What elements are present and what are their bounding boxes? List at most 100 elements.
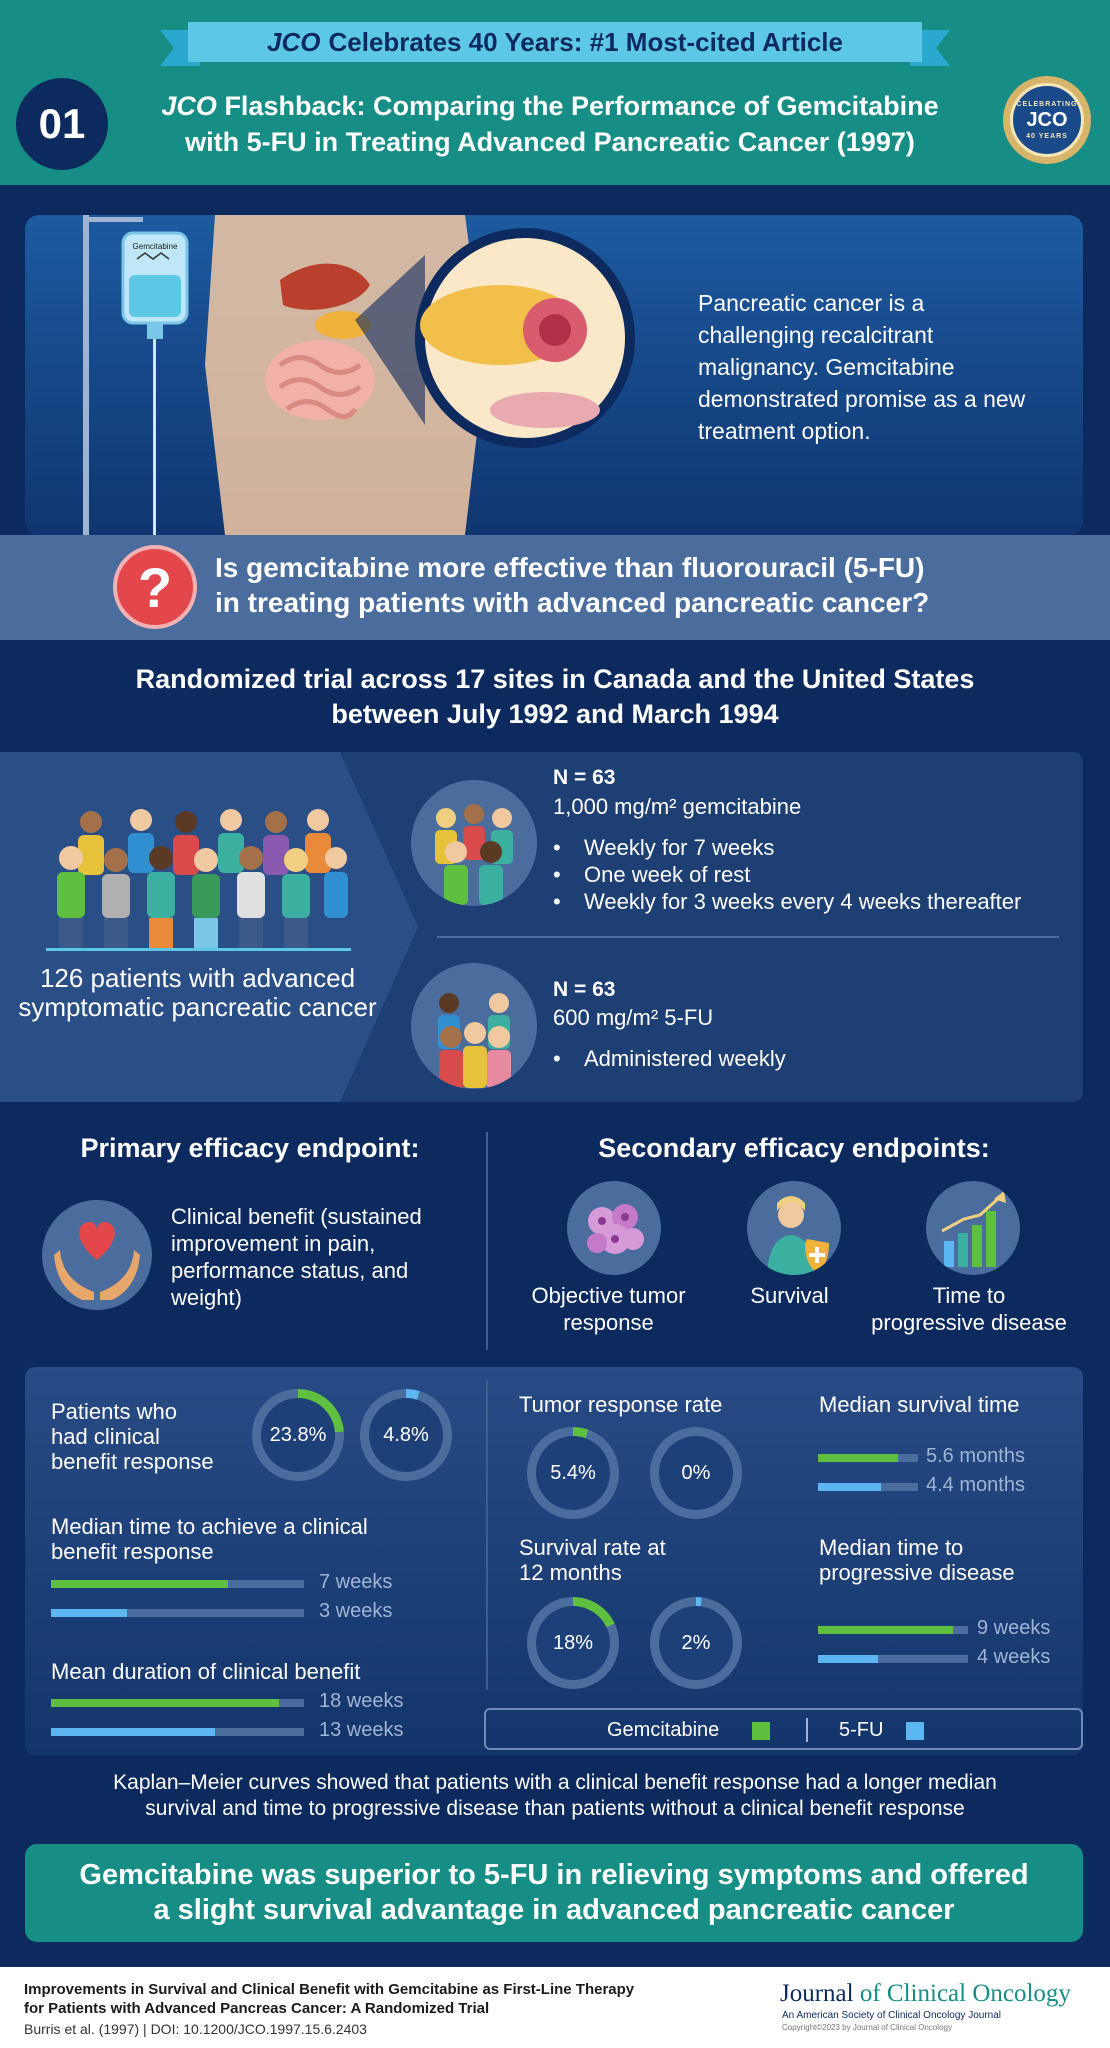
label-line: progressive disease [871,1310,1067,1335]
bar-value: 3 weeks [319,1600,393,1622]
trial-line1: Randomized trial across 17 sites in Cana… [135,664,975,694]
bar-fill [818,1655,878,1663]
bar-median-survival-fu [818,1483,918,1491]
secondary-endpoint-label-progression: Time to progressive disease [862,1282,1076,1336]
title-ribbon: JCO Celebrates 40 Years: #1 Most-cited A… [160,22,950,66]
seal-mid-text: JCO [1026,108,1068,131]
bar-time-to-benefit-fu [51,1609,304,1617]
clinical-benefit-label: Patients who had clinical benefit respon… [51,1399,251,1474]
title-line2: with 5-FU in Treating Advanced Pancreati… [185,127,915,157]
legend: Gemcitabine 5-FU [484,1708,1083,1750]
legend-fu-label: 5-FU [839,1719,884,1741]
label-line: response [563,1310,654,1335]
bar-median-survival-gem [818,1454,918,1462]
gemcitabine-arm-group-icon [411,780,537,906]
seal-bottom-text: 40 YEARS [1026,132,1068,140]
trial-line2: between July 1992 and March 1994 [331,699,779,729]
label-line: benefit response [51,1449,214,1474]
donut-survival-12m-gem: 18% [527,1597,619,1689]
question-line1: Is gemcitabine more effective than fluor… [215,552,925,583]
arm2-schedule: Administered weekly [553,1045,786,1072]
jco-40-years-seal: CELEBRATING JCO 40 YEARS [1003,76,1091,164]
tumor-response-label: Tumor response rate [519,1392,723,1417]
page-title: JCO Flashback: Comparing the Performance… [130,88,970,160]
anatomy-illustration: Gemcitabine [83,215,635,535]
bar-value: 5.6 months [926,1445,1025,1467]
km-line2: survival and time to progressive disease… [145,1797,965,1820]
total-patients-text: 126 patients with advanced symptomatic p… [18,963,377,1022]
donut-value: 0% [659,1436,733,1510]
donut-tumor-response-fu: 0% [650,1427,742,1519]
primary-endpoint-title: Primary efficacy endpoint: [80,1133,420,1163]
bar-value: 9 weeks [977,1617,1051,1639]
label-line: Survival rate at [519,1535,666,1560]
article-reference: Improvements in Survival and Clinical Be… [24,1980,744,2018]
heart-hands-icon [42,1200,152,1310]
logo-journal: Journal [780,1980,854,2007]
growth-chart-icon [926,1181,1020,1275]
ribbon-jco: JCO [267,26,321,57]
zoom-cone [355,255,425,425]
ribbon-text: JCO Celebrates 40 Years: #1 Most-cited A… [188,22,922,62]
patients-crowd-icon [57,809,348,948]
label-line: had clinical [51,1424,160,1449]
arm1-n: N = 63 [553,766,616,789]
bar-progression-gem [818,1626,968,1634]
arm1-dose: 1,000 mg/m² gemcitabine [553,794,802,819]
conclusion-line1: Gemcitabine was superior to 5-FU in reli… [79,1859,1029,1891]
label-line: Survival [750,1283,829,1308]
median-survival-label: Median survival time [819,1392,1020,1417]
bar-duration-gem [51,1699,304,1707]
crowd-front-row [57,846,348,948]
donut-value: 18% [536,1606,610,1680]
bar-value: 4 weeks [977,1646,1051,1668]
intestines-shape [265,340,375,420]
magnified-tumor-circle [415,228,635,448]
primary-endpoint-text: Clinical benefit (sustained improvement … [171,1204,422,1310]
arm1-schedule-item: Weekly for 7 weeks [553,834,1021,861]
survival-12m-label: Survival rate at 12 months [519,1535,769,1585]
bar-duration-fu [51,1728,304,1736]
title-line1: Flashback: Comparing the Performance of … [224,91,939,121]
label-line: benefit response [51,1539,214,1564]
donut-value: 5.4% [536,1436,610,1510]
donut-value: 23.8% [261,1398,335,1472]
arm-divider [437,936,1059,938]
ribbon-rest: Celebrates 40 Years: #1 Most-cited Artic… [328,26,843,57]
arm2-n: N = 63 [553,978,616,1001]
arm2-dose: 600 mg/m² 5-FU [553,1005,714,1030]
iv-bag-icon [121,231,189,535]
donut-tumor-response-gem: 5.4% [527,1427,619,1519]
hero-description: Pancreatic cancer is a challenging recal… [698,290,1026,444]
bar-fill [818,1626,953,1634]
time-to-benefit-label: Median time to achieve a clinical benefi… [51,1514,451,1564]
secondary-endpoint-title: Secondary efficacy endpoints: [598,1133,990,1163]
legend-separator [806,1718,808,1742]
label-line: Objective tumor [531,1283,686,1308]
legend-gem-label: Gemcitabine [607,1719,720,1741]
conclusion-banner: Gemcitabine was superior to 5-FU in reli… [25,1844,1083,1942]
survival-shield-icon [747,1181,841,1275]
bar-time-to-benefit-gem [51,1580,304,1588]
bar-value: 4.4 months [926,1474,1025,1496]
label-line: Median time to achieve a clinical [51,1514,368,1539]
question-line2: in treating patients with advanced pancr… [215,587,930,618]
bar-value: 13 weeks [319,1719,404,1741]
iv-pole [83,215,89,535]
crowd-ground-line [46,948,351,951]
fu-arm-group-icon [411,963,537,1089]
bar-progression-fu [818,1655,968,1663]
tumor-cells-icon [567,1181,661,1275]
question-mark-icon: ? [113,545,197,629]
bar-fill [51,1580,229,1588]
arm1-schedule-item: Weekly for 3 weeks every 4 weeks thereaf… [553,888,1021,915]
bar-fill [51,1609,127,1617]
logo-clinical-oncology: of Clinical Oncology [859,1980,1071,2007]
research-question: Is gemcitabine more effective than fluor… [215,550,1055,620]
pancreas-shape [315,311,371,339]
bar-fill [51,1699,279,1707]
bar-fill [818,1483,881,1491]
label-line: progressive disease [819,1560,1015,1585]
label-line: 12 months [519,1560,622,1585]
logo-subtitle: An American Society of Clinical Oncology… [782,2010,1001,2021]
